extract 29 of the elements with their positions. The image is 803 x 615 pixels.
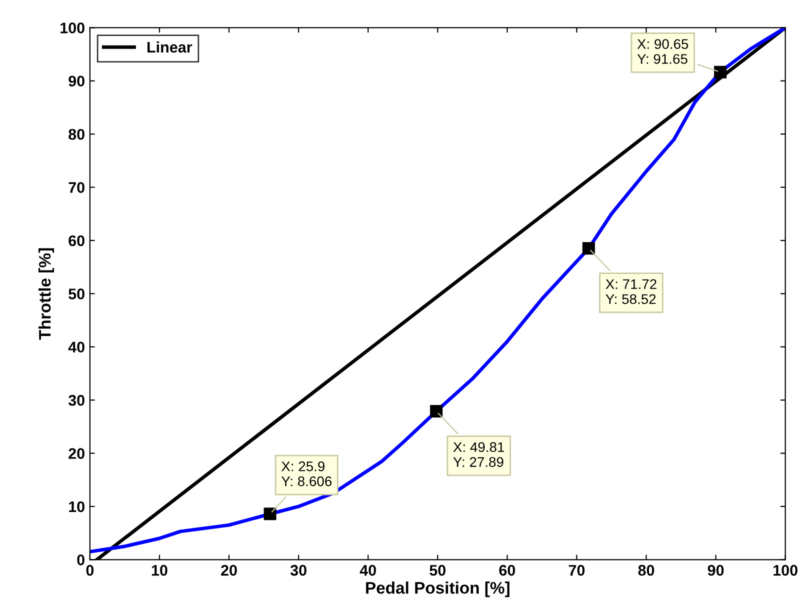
x-tick-label: 20 [221, 564, 237, 576]
y-tick-label: 70 [68, 182, 84, 193]
x-tick-label: 90 [708, 564, 724, 576]
y-axis-title: Throttle [%] [38, 248, 54, 340]
y-tick-label: 30 [68, 394, 84, 406]
annotation: X: 90.65 Y: 91.65 [637, 39, 688, 64]
x-tick-label: 50 [430, 564, 446, 576]
y-tick-label: 90 [68, 76, 84, 87]
y-tick-label: 0 [77, 554, 84, 566]
y-tick-label: 50 [68, 288, 84, 300]
x-tick-label: 30 [290, 564, 306, 576]
x-tick-label: 60 [499, 564, 516, 576]
y-tick-label: 60 [68, 235, 84, 246]
y-tick-label: 100 [60, 22, 84, 34]
x-tick-label: 40 [360, 564, 376, 576]
y-tick-label: 40 [68, 342, 84, 353]
x-tick-label: 70 [568, 564, 585, 576]
y-tick-label: 20 [68, 448, 84, 459]
y-tick-label: 10 [69, 501, 84, 512]
x-axis-title: Pedal Position [%] [366, 582, 510, 598]
annotation: X: 49.81 Y: 27.89 [453, 442, 504, 467]
x-tick-label: 100 [774, 564, 798, 576]
x-tick-label: 0 [86, 564, 94, 576]
annotation: X: 25.9 Y: 8.606 [281, 461, 332, 486]
x-tick-label: 80 [638, 564, 654, 576]
annotation: X: 71.72 Y: 58.52 [606, 279, 656, 304]
y-tick-label: 80 [68, 128, 84, 140]
x-tick-label: 10 [152, 564, 168, 576]
legend-label: Linear [147, 41, 192, 53]
